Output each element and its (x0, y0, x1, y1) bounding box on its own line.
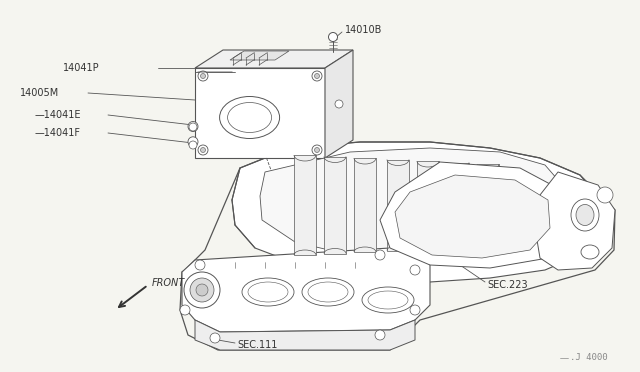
Circle shape (184, 272, 220, 308)
Polygon shape (182, 248, 430, 332)
Text: 14010B: 14010B (345, 25, 382, 35)
Polygon shape (447, 163, 469, 247)
Text: SEC.111: SEC.111 (237, 340, 277, 350)
Polygon shape (232, 142, 600, 282)
Circle shape (200, 74, 205, 78)
Text: 14041P: 14041P (63, 63, 100, 73)
Ellipse shape (242, 278, 294, 306)
Polygon shape (535, 172, 615, 270)
Polygon shape (387, 160, 409, 250)
Text: —14041F: —14041F (35, 128, 81, 138)
Polygon shape (260, 148, 565, 258)
Circle shape (312, 145, 322, 155)
Ellipse shape (302, 278, 354, 306)
Circle shape (198, 145, 208, 155)
Text: .J 4000: .J 4000 (570, 353, 607, 362)
Polygon shape (195, 50, 353, 68)
Polygon shape (324, 157, 346, 253)
Polygon shape (230, 51, 289, 60)
Circle shape (410, 305, 420, 315)
Circle shape (312, 71, 322, 81)
Circle shape (597, 187, 613, 203)
Polygon shape (354, 158, 376, 252)
Circle shape (198, 71, 208, 81)
Polygon shape (294, 155, 316, 255)
Polygon shape (417, 161, 439, 249)
Circle shape (195, 260, 205, 270)
Polygon shape (325, 50, 353, 158)
Text: SEC.223: SEC.223 (487, 280, 527, 290)
Circle shape (210, 333, 220, 343)
Text: 14005M: 14005M (20, 88, 60, 98)
Polygon shape (477, 164, 499, 246)
Ellipse shape (308, 282, 348, 302)
Ellipse shape (220, 96, 280, 138)
Ellipse shape (368, 291, 408, 309)
Text: FRONT: FRONT (152, 278, 185, 288)
Circle shape (410, 265, 420, 275)
Polygon shape (195, 68, 325, 158)
Circle shape (189, 141, 197, 149)
Circle shape (190, 278, 214, 302)
Ellipse shape (248, 282, 288, 302)
Circle shape (328, 32, 337, 42)
Polygon shape (380, 162, 568, 268)
Circle shape (314, 148, 319, 153)
Polygon shape (195, 320, 415, 350)
Circle shape (200, 148, 205, 153)
Circle shape (375, 250, 385, 260)
Circle shape (196, 284, 208, 296)
Circle shape (189, 123, 197, 131)
Circle shape (335, 100, 343, 108)
Circle shape (314, 74, 319, 78)
Text: —14041E: —14041E (35, 110, 81, 120)
Ellipse shape (576, 205, 594, 225)
Ellipse shape (581, 245, 599, 259)
Ellipse shape (228, 103, 271, 132)
Circle shape (180, 305, 190, 315)
Circle shape (188, 122, 198, 131)
Ellipse shape (362, 287, 414, 313)
Circle shape (375, 330, 385, 340)
Polygon shape (395, 175, 550, 258)
Ellipse shape (571, 199, 599, 231)
Circle shape (188, 137, 198, 147)
